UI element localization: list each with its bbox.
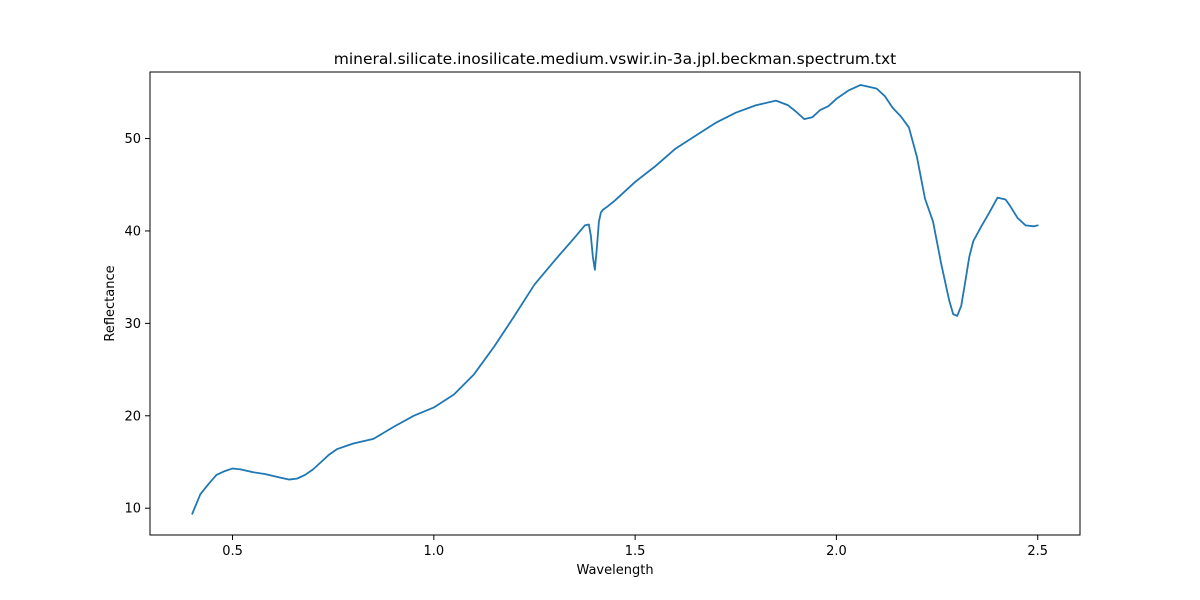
y-tick-label: 10 (124, 502, 141, 517)
x-tick-label: 2.5 (1027, 544, 1048, 559)
chart-title: mineral.silicate.inosilicate.medium.vswi… (334, 50, 897, 68)
x-tick-label: 1.5 (625, 544, 646, 559)
plot-area (191, 84, 1039, 515)
spectrum-series-line (191, 84, 1039, 515)
y-tick-label: 50 (124, 132, 141, 147)
x-axis: 0.5 1.0 1.5 2.0 2.5 (222, 535, 1048, 559)
y-tick-label: 20 (124, 409, 141, 424)
y-axis-label: Reflectance (103, 265, 118, 341)
x-axis-label: Wavelength (576, 563, 653, 578)
y-tick-label: 30 (124, 317, 141, 332)
x-tick-label: 0.5 (222, 544, 243, 559)
axes-frame (149, 71, 1081, 536)
x-tick-label: 1.0 (423, 544, 444, 559)
y-axis: 10 20 30 40 50 (124, 132, 150, 517)
y-tick-label: 40 (124, 224, 141, 239)
x-tick-label: 2.0 (826, 544, 847, 559)
